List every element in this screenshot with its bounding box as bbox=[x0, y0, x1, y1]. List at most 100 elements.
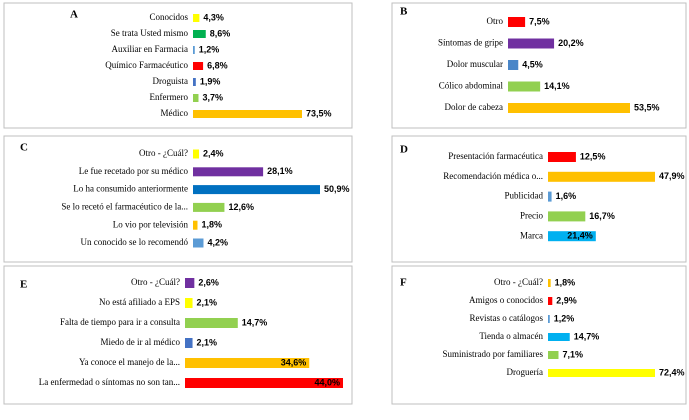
category-label: Falta de tiempo para ir a consulta bbox=[60, 317, 180, 327]
category-label: Lo ha consumido anteriormente bbox=[73, 184, 188, 194]
value-label: 44,0% bbox=[314, 377, 340, 387]
category-label: Droguería bbox=[507, 367, 543, 377]
bar bbox=[548, 297, 553, 305]
value-label: 14,7% bbox=[242, 317, 268, 327]
value-label: 1,8% bbox=[555, 277, 576, 287]
value-label: 2,9% bbox=[556, 295, 577, 305]
bar bbox=[185, 378, 343, 388]
category-label: Un conocido se lo recomendó bbox=[81, 237, 189, 247]
value-label: 50,9% bbox=[324, 184, 350, 194]
category-label: Síntomas de gripe bbox=[438, 38, 503, 48]
bar bbox=[548, 333, 570, 341]
panel-letter: B bbox=[400, 6, 408, 18]
category-label: Amigos o conocidos bbox=[469, 295, 543, 305]
panel-frame bbox=[391, 135, 687, 263]
value-label: 20,2% bbox=[558, 38, 584, 48]
category-label: Se trata Usted mismo bbox=[111, 28, 189, 38]
bar bbox=[548, 191, 552, 202]
bar bbox=[548, 279, 551, 287]
value-label: 1,2% bbox=[554, 313, 575, 323]
bar bbox=[193, 220, 198, 230]
category-label: Otro - ¿Cuál? bbox=[494, 277, 543, 287]
category-label: Marca bbox=[520, 230, 543, 240]
category-label: Otro - ¿Cuál? bbox=[139, 148, 188, 158]
value-label: 8,6% bbox=[210, 28, 231, 38]
category-label: Presentación farmacéutica bbox=[448, 151, 543, 161]
bar bbox=[508, 38, 555, 49]
value-label: 1,9% bbox=[200, 76, 221, 86]
value-label: 72,4% bbox=[659, 367, 685, 377]
category-label: Auxiliar en Farmacia bbox=[112, 44, 188, 54]
bar bbox=[508, 60, 519, 70]
value-label: 14,7% bbox=[574, 331, 600, 341]
value-label: 2,4% bbox=[203, 148, 224, 158]
category-label: Enfermero bbox=[150, 92, 189, 102]
value-label: 7,5% bbox=[529, 16, 550, 26]
bar bbox=[193, 94, 199, 102]
category-label: La enfermedad o síntomas no son tan... bbox=[39, 377, 180, 387]
bar bbox=[548, 211, 586, 222]
category-label: Miedo de ir al médico bbox=[101, 337, 181, 347]
bar bbox=[193, 167, 264, 177]
value-label: 34,6% bbox=[281, 357, 307, 367]
value-label: 1,2% bbox=[199, 44, 220, 54]
value-label: 4,3% bbox=[203, 12, 224, 22]
category-label: Conocidos bbox=[149, 12, 188, 22]
category-label: Químico Farmacéutico bbox=[105, 60, 188, 70]
bar bbox=[193, 238, 204, 248]
bar bbox=[193, 62, 204, 70]
bar bbox=[508, 81, 541, 92]
bar bbox=[185, 358, 310, 368]
value-label: 1,6% bbox=[556, 191, 577, 201]
bar bbox=[193, 185, 320, 195]
panel-letter: A bbox=[70, 9, 78, 21]
bar bbox=[548, 369, 655, 377]
panel-frame bbox=[391, 2, 687, 129]
bar bbox=[548, 351, 559, 359]
panel-letter: F bbox=[400, 277, 407, 289]
bar bbox=[193, 14, 200, 22]
value-label: 6,8% bbox=[207, 60, 228, 70]
panel-letter: D bbox=[400, 144, 408, 156]
value-label: 3,7% bbox=[202, 92, 223, 102]
bar bbox=[185, 278, 195, 288]
category-label: Tienda o almacén bbox=[479, 331, 543, 341]
value-label: 28,1% bbox=[267, 166, 293, 176]
bar bbox=[193, 30, 206, 38]
category-label: Médico bbox=[161, 108, 189, 118]
category-label: Ya conoce el manejo de la... bbox=[79, 357, 180, 367]
category-label: Suministrado por familiares bbox=[443, 349, 544, 359]
bar bbox=[548, 231, 596, 242]
category-label: Dolor de cabeza bbox=[445, 102, 503, 112]
category-label: Publicidad bbox=[505, 191, 544, 201]
panel-letter: E bbox=[20, 279, 27, 291]
value-label: 7,1% bbox=[562, 349, 583, 359]
value-label: 2,1% bbox=[197, 297, 218, 307]
bar bbox=[185, 338, 193, 348]
category-label: No está afiliado a EPS bbox=[99, 297, 180, 307]
bar bbox=[548, 152, 576, 162]
value-label: 47,9% bbox=[659, 171, 685, 181]
value-label: 12,6% bbox=[228, 202, 254, 212]
category-label: Cólico abdominal bbox=[439, 81, 504, 91]
category-label: Otro bbox=[487, 16, 504, 26]
bar bbox=[508, 103, 630, 113]
category-label: Droguista bbox=[153, 76, 189, 86]
value-label: 21,4% bbox=[567, 231, 593, 241]
bar bbox=[193, 202, 225, 212]
value-label: 14,1% bbox=[544, 81, 570, 91]
value-label: 4,2% bbox=[207, 237, 228, 247]
panel-frame bbox=[391, 265, 687, 405]
bar bbox=[548, 315, 550, 323]
bar bbox=[193, 78, 196, 86]
category-label: Le fue recetado por su médico bbox=[79, 166, 189, 176]
bar bbox=[185, 318, 238, 328]
value-label: 73,5% bbox=[306, 108, 332, 118]
category-label: Recomendación médica o... bbox=[443, 171, 543, 181]
panel-frame bbox=[3, 265, 353, 405]
panel-frame bbox=[3, 2, 353, 129]
category-label: Lo vio por televisión bbox=[113, 219, 189, 229]
value-label: 1,8% bbox=[201, 220, 222, 230]
value-label: 4,5% bbox=[522, 59, 543, 69]
